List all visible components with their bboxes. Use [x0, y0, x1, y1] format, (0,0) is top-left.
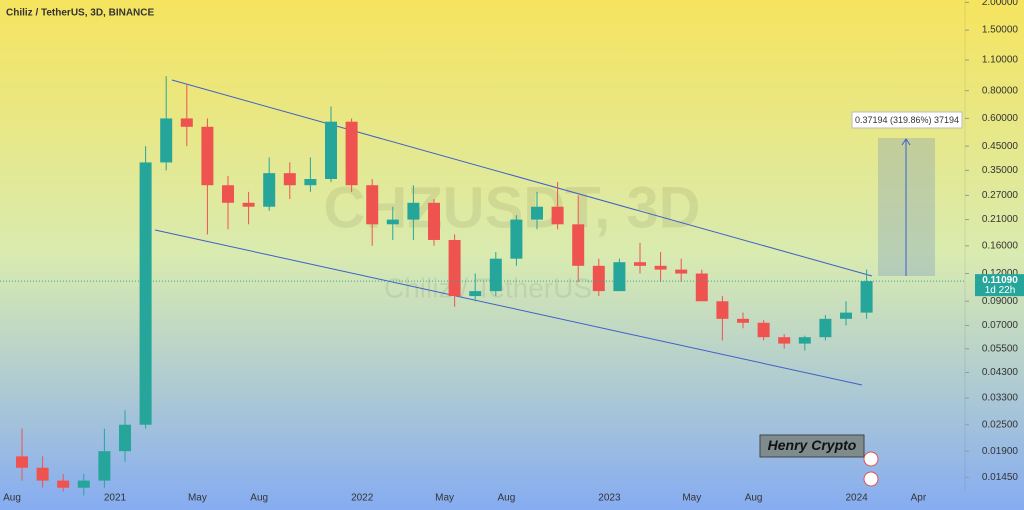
candle-body — [778, 337, 791, 344]
candle-body — [613, 262, 626, 292]
x-tick-label: 2024 — [845, 493, 868, 504]
y-tick-label: 0.07000 — [982, 320, 1019, 331]
candle-body — [139, 162, 152, 425]
candle-body — [16, 456, 28, 468]
last-price-tag — [975, 274, 1024, 297]
candle-body — [860, 281, 873, 313]
candle-body — [222, 185, 234, 203]
last-price-label: 0.11090 — [982, 275, 1018, 286]
y-tick-label: 0.05500 — [982, 343, 1019, 354]
y-tick-label: 0.80000 — [982, 85, 1019, 96]
y-tick-label: 0.60000 — [982, 113, 1019, 124]
candle-body — [469, 291, 482, 297]
x-tick-label: 2022 — [351, 493, 374, 504]
y-tick-label: 2.00000 — [982, 0, 1019, 8]
candle-body — [592, 265, 605, 292]
y-tick-label: 0.27000 — [982, 190, 1019, 201]
y-tick-label: 0.02500 — [982, 419, 1019, 430]
candle-body — [572, 224, 585, 266]
candle-body — [366, 185, 379, 225]
candle-body — [407, 202, 420, 220]
watermark-sub: Chiliz / TetherUS — [384, 272, 592, 303]
candle-body — [675, 269, 688, 274]
x-tick-label: 2021 — [104, 493, 127, 504]
y-tick-label: 0.03300 — [982, 393, 1019, 404]
y-tick-label: 0.01900 — [982, 446, 1019, 457]
y-tick-label: 0.21000 — [982, 214, 1019, 225]
candle-body — [77, 480, 90, 488]
x-tick-label: May — [682, 493, 701, 504]
candle-body — [428, 202, 440, 240]
candle-body — [695, 273, 708, 302]
candle-body — [98, 451, 111, 481]
x-tick-label: Apr — [911, 493, 927, 504]
candle-body — [489, 258, 502, 292]
candle-body — [283, 173, 296, 186]
annotation: 0.37194 (319.86%) 37194 — [855, 115, 959, 125]
candle-body — [819, 318, 832, 338]
x-tick-label: May — [188, 493, 207, 504]
candle-body — [840, 312, 852, 319]
candle-body — [386, 219, 399, 225]
x-tick-label: Aug — [498, 493, 516, 504]
candle-body — [510, 219, 523, 259]
candle-body — [737, 318, 749, 323]
candle-body — [634, 262, 646, 266]
channel-lower — [154, 229, 863, 386]
chart-title: Chiliz / TetherUS, 3D, BINANCE — [6, 8, 154, 19]
candle-body — [180, 118, 193, 127]
y-tick-label: 0.35000 — [982, 165, 1019, 176]
candle-body — [263, 173, 276, 207]
candle-body — [325, 121, 337, 180]
y-tick-label: 0.09000 — [982, 296, 1019, 307]
candle-body — [57, 480, 70, 488]
candle-body — [201, 126, 214, 186]
x-tick-label: Aug — [3, 493, 21, 504]
y-tick-label: 1.10000 — [982, 55, 1019, 66]
annotation-box — [851, 111, 963, 129]
icon-flag[interactable] — [863, 471, 879, 487]
icon-flash[interactable] — [863, 451, 879, 467]
candle-body — [36, 467, 49, 481]
y-tick-label: 1.50000 — [982, 25, 1019, 36]
candle-body — [242, 202, 255, 207]
candle-body — [551, 206, 564, 225]
y-tick-label: 0.01450 — [982, 472, 1019, 483]
y-tick-label: 0.45000 — [982, 141, 1019, 152]
y-tick-label: 0.04300 — [982, 367, 1019, 378]
x-tick-label: Aug — [250, 493, 268, 504]
y-tick-label: 0.12000 — [982, 268, 1019, 279]
y-tick-label: 0.16000 — [982, 240, 1019, 251]
candle-body — [798, 337, 811, 344]
x-tick-label: Aug — [745, 493, 763, 504]
candle-body — [119, 424, 131, 452]
candle-body — [531, 206, 543, 220]
x-tick-label: May — [435, 493, 454, 504]
countdown: 1d 22h — [985, 285, 1016, 296]
candle-body — [757, 322, 770, 338]
candle-body — [345, 121, 358, 186]
author-box — [759, 434, 865, 458]
candle-body — [716, 301, 729, 319]
channel-upper — [171, 79, 873, 277]
author: Henry Crypto — [768, 437, 857, 453]
candle-body — [654, 265, 667, 270]
candle-body — [160, 118, 173, 163]
x-tick-label: 2023 — [598, 493, 621, 504]
measure-arrow-head — [901, 138, 911, 146]
candle-body — [448, 239, 461, 297]
candle-body — [304, 179, 317, 186]
